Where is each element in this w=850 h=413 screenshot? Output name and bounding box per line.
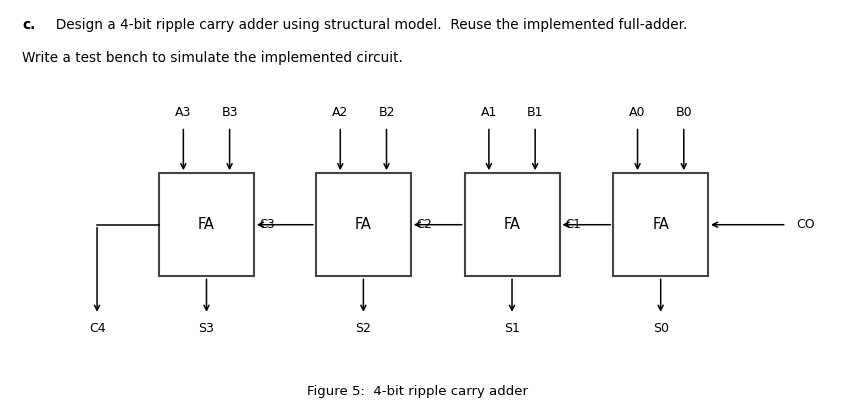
Text: S3: S3 (199, 322, 214, 335)
Text: CO: CO (796, 218, 815, 231)
Text: B3: B3 (221, 106, 238, 119)
Bar (465, 173, 559, 276)
Text: C3: C3 (260, 218, 275, 231)
Text: FA: FA (355, 217, 371, 232)
Bar (316, 173, 411, 276)
Text: C2: C2 (416, 218, 433, 231)
Bar (613, 173, 708, 276)
Text: FA: FA (652, 217, 669, 232)
Text: S1: S1 (504, 322, 520, 335)
Text: FA: FA (503, 217, 520, 232)
Text: B1: B1 (527, 106, 543, 119)
Text: A0: A0 (629, 106, 646, 119)
Text: C1: C1 (565, 218, 581, 231)
Text: FA: FA (198, 217, 215, 232)
Text: B0: B0 (676, 106, 692, 119)
Text: A3: A3 (175, 106, 191, 119)
Text: S0: S0 (653, 322, 669, 335)
Text: Design a 4-bit ripple carry adder using structural model.  Reuse the implemented: Design a 4-bit ripple carry adder using … (47, 18, 688, 32)
Text: S2: S2 (355, 322, 371, 335)
Text: c.: c. (22, 18, 36, 32)
Text: A1: A1 (481, 106, 497, 119)
Text: Write a test bench to simulate the implemented circuit.: Write a test bench to simulate the imple… (22, 51, 403, 65)
Bar (159, 173, 254, 276)
Text: C4: C4 (88, 322, 105, 335)
Text: A2: A2 (332, 106, 348, 119)
Text: B2: B2 (378, 106, 394, 119)
Text: Figure 5:  4-bit ripple carry adder: Figure 5: 4-bit ripple carry adder (307, 385, 528, 397)
